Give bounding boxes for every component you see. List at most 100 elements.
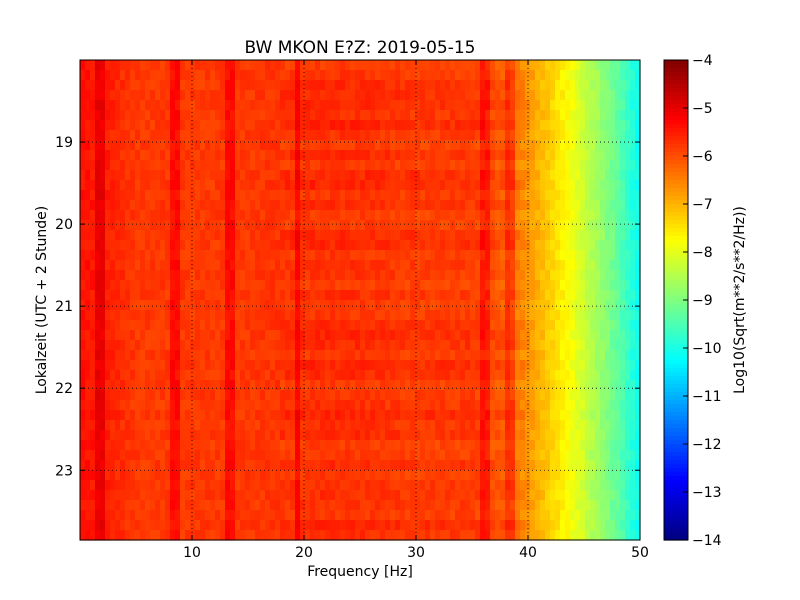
heatmap-cell	[500, 260, 506, 271]
heatmap-cell	[405, 470, 411, 481]
heatmap-cell	[80, 230, 86, 241]
heatmap-cell	[180, 110, 186, 121]
heatmap-cell	[95, 500, 101, 511]
heatmap-cell	[435, 410, 441, 421]
heatmap-cell	[505, 120, 511, 131]
heatmap-cell	[210, 480, 216, 491]
heatmap-cell	[185, 340, 191, 351]
heatmap-cell	[630, 300, 636, 311]
heatmap-cell	[305, 260, 311, 271]
heatmap-cell	[200, 160, 206, 171]
heatmap-cell	[190, 490, 196, 501]
heatmap-cell	[465, 440, 471, 451]
heatmap-cell	[245, 200, 251, 211]
heatmap-cell	[105, 170, 111, 181]
heatmap-cell	[280, 210, 286, 221]
heatmap-cell	[525, 250, 531, 261]
heatmap-cell	[385, 390, 391, 401]
heatmap-cell	[515, 330, 521, 341]
heatmap-cell	[525, 210, 531, 221]
heatmap-cell	[255, 280, 261, 291]
heatmap-cell	[350, 130, 356, 141]
heatmap-cell	[165, 470, 171, 481]
heatmap-cell	[275, 380, 281, 391]
heatmap-cell	[295, 180, 301, 191]
heatmap-cell	[145, 350, 151, 361]
heatmap-cell	[560, 390, 566, 401]
heatmap-cell	[480, 190, 486, 201]
heatmap-cell	[620, 410, 626, 421]
heatmap-cell	[560, 120, 566, 131]
heatmap-cell	[470, 290, 476, 301]
heatmap-cell	[615, 290, 621, 301]
heatmap-cell	[200, 380, 206, 391]
heatmap-cell	[560, 490, 566, 501]
heatmap-cell	[330, 140, 336, 151]
heatmap-cell	[435, 270, 441, 281]
heatmap-cell	[105, 440, 111, 451]
heatmap-cell	[260, 450, 266, 461]
heatmap-cell	[105, 220, 111, 231]
heatmap-cell	[105, 260, 111, 271]
heatmap-cell	[85, 230, 91, 241]
heatmap-cell	[600, 390, 606, 401]
heatmap-cell	[595, 70, 601, 81]
heatmap-cell	[245, 90, 251, 101]
heatmap-cell	[365, 110, 371, 121]
heatmap-cell	[115, 100, 121, 111]
heatmap-cell	[505, 460, 511, 471]
heatmap-cell	[105, 290, 111, 301]
heatmap-cell	[590, 130, 596, 141]
heatmap-cell	[505, 450, 511, 461]
heatmap-cell	[130, 290, 136, 301]
heatmap-cell	[430, 200, 436, 211]
heatmap-cell	[460, 100, 466, 111]
heatmap-cell	[130, 380, 136, 391]
heatmap-cell	[345, 270, 351, 281]
heatmap-cell	[190, 380, 196, 391]
heatmap-cell	[540, 380, 546, 391]
heatmap-cell	[455, 430, 461, 441]
heatmap-cell	[345, 220, 351, 231]
heatmap-cell	[475, 170, 481, 181]
heatmap-cell	[315, 280, 321, 291]
heatmap-cell	[310, 300, 316, 311]
heatmap-cell	[295, 500, 301, 511]
heatmap-cell	[550, 400, 556, 411]
heatmap-cell	[510, 370, 516, 381]
heatmap-cell	[155, 470, 161, 481]
heatmap-cell	[495, 460, 501, 471]
heatmap-cell	[415, 290, 421, 301]
heatmap-cell	[420, 150, 426, 161]
heatmap-cell	[635, 160, 641, 171]
heatmap-cell	[520, 260, 526, 271]
heatmap-cell	[415, 160, 421, 171]
heatmap-cell	[335, 330, 341, 341]
heatmap-cell	[185, 360, 191, 371]
heatmap-cell	[595, 100, 601, 111]
heatmap-cell	[395, 80, 401, 91]
heatmap-cell	[275, 290, 281, 301]
heatmap-cell	[100, 330, 106, 341]
heatmap-cell	[465, 110, 471, 121]
heatmap-cell	[480, 150, 486, 161]
heatmap-cell	[365, 360, 371, 371]
heatmap-cell	[225, 70, 231, 81]
heatmap-cell	[115, 160, 121, 171]
heatmap-cell	[245, 470, 251, 481]
heatmap-cell	[625, 60, 631, 71]
heatmap-cell	[340, 190, 346, 201]
heatmap-cell	[375, 230, 381, 241]
heatmap-cell	[505, 370, 511, 381]
heatmap-cell	[250, 390, 256, 401]
heatmap-cell	[385, 490, 391, 501]
heatmap-cell	[150, 400, 156, 411]
heatmap-cell	[425, 460, 431, 471]
heatmap-cell	[610, 60, 616, 71]
heatmap-cell	[605, 130, 611, 141]
heatmap-cell	[375, 210, 381, 221]
heatmap-cell	[330, 90, 336, 101]
heatmap-cell	[120, 120, 126, 131]
heatmap-cell	[625, 220, 631, 231]
heatmap-cell	[370, 200, 376, 211]
